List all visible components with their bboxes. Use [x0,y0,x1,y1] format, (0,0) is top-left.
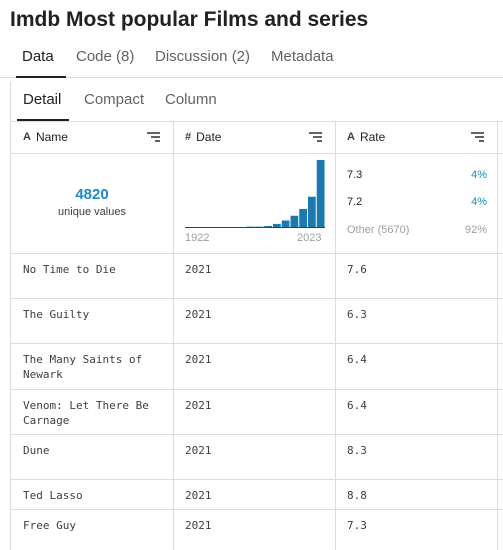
column-header-label: Name [35,130,68,144]
cell-name: The Many Saints of [23,353,143,366]
data-table: A Name # Date A Rate 4820 unique values … [10,122,503,550]
column-header-date[interactable]: # Date [185,130,221,144]
cell-name: Venom: Let There Be [23,399,149,412]
histogram-bar[interactable] [273,223,281,228]
unique-count: 4820 [75,186,109,203]
histogram-bar[interactable] [264,225,272,228]
cell-date: 2021 [185,399,212,412]
view-tabs: Detail Compact Column [10,82,503,122]
column-divider [173,122,174,550]
date-histogram[interactable] [185,160,325,228]
string-type-icon: A [347,131,355,143]
dataset-tabs: Data Code (8) Discussion (2) Metadata [0,40,503,78]
column-menu-icon[interactable] [147,132,160,142]
cell-date: 2021 [185,444,212,457]
value-label: Other (5670) [347,224,410,236]
header-divider [11,153,503,154]
column-menu-icon[interactable] [309,132,322,142]
column-header-label: Rate [359,130,386,144]
unique-label: unique values [58,206,126,218]
cell-name: Dune [23,444,50,457]
column-divider [335,122,336,550]
string-type-icon: A [23,131,31,143]
row-divider [11,434,503,435]
value-percent: 4% [471,169,487,181]
row-divider [11,509,503,510]
tab-detail[interactable]: Detail [23,91,62,108]
cell-rate: 6.4 [347,399,367,412]
tab-discussion[interactable]: Discussion (2) [155,48,251,65]
cell-name: Ted Lasso [23,489,83,502]
tab-data[interactable]: Data [22,48,54,65]
cell-name: The Guilty [23,308,90,321]
numeric-type-icon: # [185,131,192,143]
histogram-bar[interactable] [290,215,299,228]
histogram-bar[interactable] [299,208,307,228]
histogram-bar[interactable] [308,196,316,228]
cell-date: 2021 [185,263,212,276]
row-divider [11,253,503,254]
cell-rate: 7.6 [347,263,367,276]
active-tab-indicator [16,76,66,78]
row-divider [11,298,503,299]
cell-rate: 8.3 [347,444,367,457]
column-divider [497,122,498,550]
value-percent: 92% [464,224,487,236]
cell-date: 2021 [185,353,212,366]
cell-rate: 6.4 [347,353,367,366]
column-header-name[interactable]: A Name [23,130,68,144]
histogram-min-label: 1922 [185,232,210,244]
row-divider [11,479,503,480]
cell-name: No Time to Die [23,263,116,276]
cell-name-continued: Carnage [23,414,70,427]
tab-metadata[interactable]: Metadata [271,48,334,65]
histogram-bar[interactable] [281,220,290,228]
tab-code[interactable]: Code (8) [76,48,135,65]
cell-rate: 8.8 [347,489,367,502]
active-subtab-indicator [17,119,69,121]
cell-name-continued: Newark [23,368,63,381]
histogram-bar[interactable] [316,160,325,228]
column-header-rate[interactable]: A Rate [347,130,385,144]
value-percent: 4% [471,196,487,208]
column-header-label: Date [196,130,222,144]
cell-date: 2021 [185,519,212,532]
value-label: 7.3 [347,169,363,181]
cell-date: 2021 [185,489,212,502]
row-divider [11,389,503,390]
value-label: 7.2 [347,196,363,208]
cell-rate: 7.3 [347,519,367,532]
histogram-max-label: 2023 [297,232,322,244]
histogram-baseline [185,227,325,228]
column-menu-icon[interactable] [471,132,484,142]
tab-column[interactable]: Column [165,91,217,108]
tab-compact[interactable]: Compact [84,91,145,108]
cell-date: 2021 [185,308,212,321]
page-title: Imdb Most popular Films and series [10,8,369,31]
cell-rate: 6.3 [347,308,367,321]
row-divider [11,343,503,344]
cell-name: Free Guy [23,519,76,532]
